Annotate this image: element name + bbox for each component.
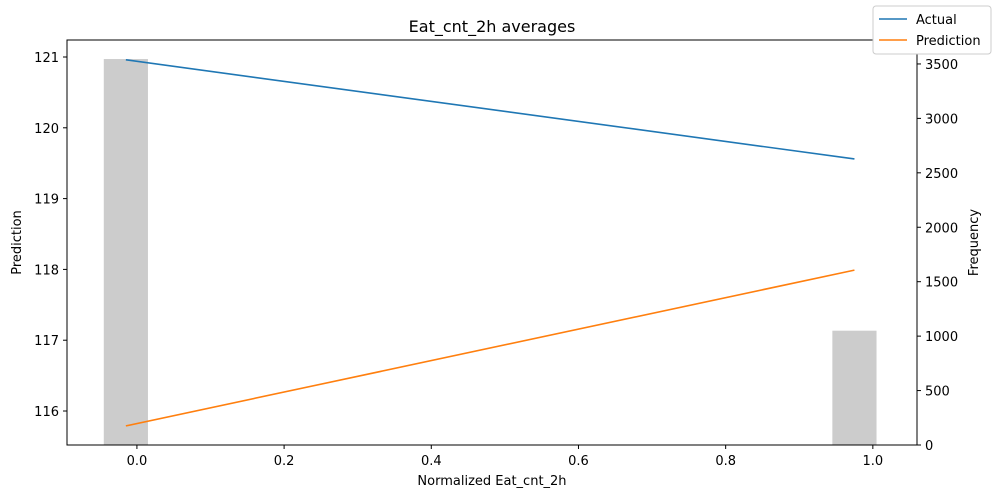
y2-tick-label: 1000 (925, 330, 958, 345)
x-tick-label: 0.6 (568, 454, 589, 469)
series-line (125, 269, 855, 427)
legend-label: Actual (916, 13, 957, 28)
y2-axis-ticks: 0 500 1000 1500 2000 2500 3000 3500 (917, 58, 958, 454)
y2-tick-label: 0 (925, 439, 933, 454)
y-axis-label: Prediction (10, 210, 25, 275)
y-axis-ticks: 116 117 118 119 120 121 (34, 51, 67, 420)
x-tick-label: 0.8 (715, 454, 736, 469)
legend-box (872, 5, 992, 55)
series-lines (125, 59, 855, 427)
y-tick-label: 120 (34, 122, 59, 137)
histogram-bar (832, 330, 877, 445)
y-tick-label: 119 (34, 193, 59, 208)
x-axis-label: Normalized Eat_cnt_2h (417, 474, 566, 489)
plot-frame (66, 39, 918, 446)
y-tick-label: 118 (34, 263, 59, 278)
y2-tick-label: 3500 (925, 58, 958, 73)
legend: Actual Prediction (872, 5, 992, 55)
y2-tick-label: 2500 (925, 167, 958, 182)
chart-title: Eat_cnt_2h averages (409, 17, 576, 37)
legend-label: Prediction (916, 34, 981, 49)
y-tick-label: 116 (34, 405, 59, 420)
y2-tick-label: 1500 (925, 276, 958, 291)
histogram-bar (103, 59, 148, 445)
histogram-bars (103, 59, 877, 445)
y2-tick-label: 500 (925, 385, 950, 400)
x-tick-label: 1.0 (863, 454, 884, 469)
x-tick-label: 0.4 (421, 454, 442, 469)
y2-tick-label: 2000 (925, 221, 958, 236)
y2-tick-label: 3000 (925, 112, 958, 127)
y2-axis-label: Frequency (967, 209, 982, 276)
x-axis-ticks: 0.0 0.2 0.4 0.6 0.8 1.0 (127, 445, 884, 469)
y-tick-label: 117 (34, 334, 59, 349)
x-tick-label: 0.0 (127, 454, 148, 469)
y-tick-label: 121 (34, 51, 59, 66)
series-line (125, 59, 855, 160)
x-tick-label: 0.2 (274, 454, 295, 469)
